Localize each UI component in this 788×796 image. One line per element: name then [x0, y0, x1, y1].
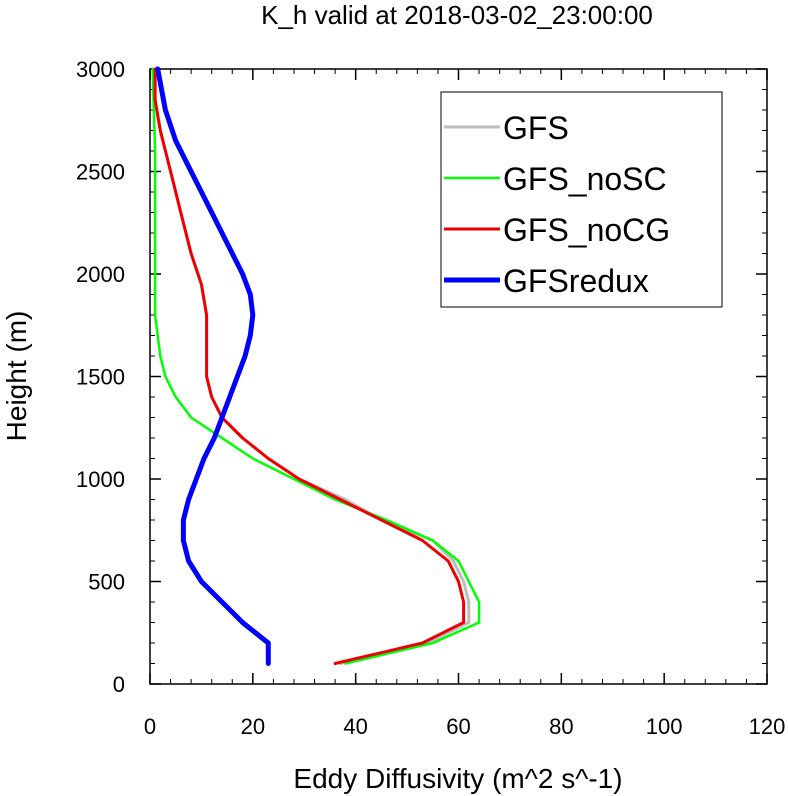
- y-tick-labels: 0 500 1000 1500 2000 2500 3000: [76, 57, 125, 697]
- series-line-gfs-nocg: [153, 67, 466, 665]
- chart-title: K_h valid at 2018-03-02_23:00:00: [261, 0, 653, 30]
- x-tick-label: 120: [749, 714, 786, 739]
- y-tick-label: 2500: [76, 160, 125, 185]
- series-line-gfsredux: [155, 66, 271, 666]
- x-tick-label: 60: [446, 714, 470, 739]
- legend-entry-label: GFS: [503, 110, 569, 146]
- y-axis-label: Height (m): [1, 311, 32, 442]
- x-tick-label: 0: [144, 714, 156, 739]
- legend-entry-label: GFSredux: [503, 263, 649, 299]
- legend-entry-label: GFS_noCG: [503, 212, 670, 248]
- series-lines: [151, 66, 481, 666]
- y-tick-label: 1000: [76, 467, 125, 492]
- legend-entry-label: GFS_noSC: [503, 161, 667, 197]
- y-tick-label: 3000: [76, 57, 125, 82]
- series-line-gfs: [153, 67, 471, 665]
- y-tick-label: 1500: [76, 365, 125, 390]
- y-tick-label: 500: [88, 570, 125, 595]
- legend: GFS GFS_noSC GFS_noCG GFSredux: [440, 91, 723, 308]
- x-tick-labels: 0 20 40 60 80 100 120: [144, 714, 785, 739]
- series-line-gfs-nosc: [151, 67, 481, 665]
- x-axis-label: Eddy Diffusivity (m^2 s^-1): [293, 763, 622, 794]
- x-tick-label: 80: [549, 714, 573, 739]
- x-tick-label: 100: [646, 714, 683, 739]
- y-tick-label: 0: [113, 672, 125, 697]
- x-tick-label: 20: [241, 714, 265, 739]
- x-tick-label: 40: [343, 714, 367, 739]
- y-tick-label: 2000: [76, 262, 125, 287]
